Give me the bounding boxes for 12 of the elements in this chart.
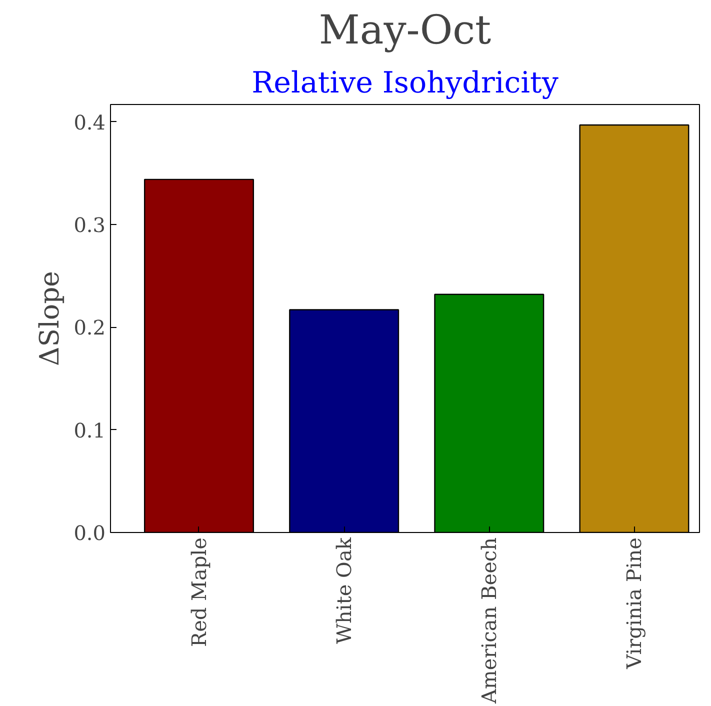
x-tick-label: Red Maple bbox=[186, 537, 211, 647]
y-tick-label: 0.1 bbox=[74, 418, 106, 442]
x-tick-label: American Beech bbox=[477, 537, 502, 705]
x-tick-label: Virginia Pine bbox=[622, 537, 646, 670]
chart-subtitle: Relative Isohydricity bbox=[252, 66, 559, 100]
y-tick-label: 0.0 bbox=[74, 521, 106, 545]
y-tick-label: 0.3 bbox=[74, 213, 106, 238]
chart-title: May-Oct bbox=[318, 8, 492, 54]
y-tick-label: 0.2 bbox=[74, 316, 106, 340]
y-tick-label: 0.4 bbox=[74, 110, 106, 134]
y-axis-title: ΔSlope bbox=[34, 271, 66, 366]
x-tick-label: White Oak bbox=[332, 536, 356, 644]
